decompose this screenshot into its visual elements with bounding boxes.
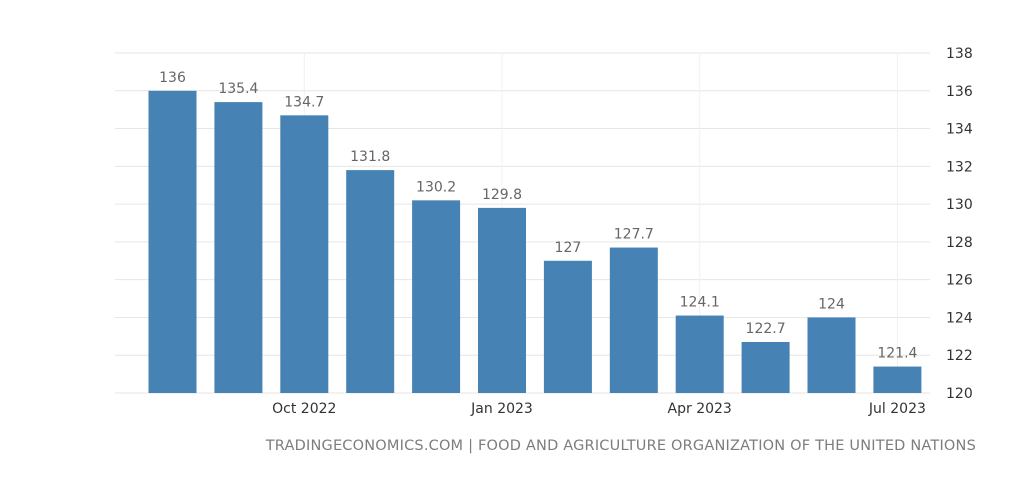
- bar-series: [148, 90, 922, 394]
- y-tick-label: 126: [946, 273, 973, 289]
- source-attribution: TRADINGECONOMICS.COM | FOOD AND AGRICULT…: [265, 438, 976, 454]
- bar: [478, 207, 526, 393]
- bar: [148, 90, 197, 394]
- bar: [675, 315, 724, 393]
- y-axis: 120 122 124 126 128 130 132 134 136 138: [946, 46, 973, 402]
- data-label: 124.1: [680, 295, 720, 311]
- data-labels: 136 135.4 134.7 131.8 130.2 129.8 127 127.7 124.…: [159, 70, 917, 362]
- data-label: 127: [555, 240, 582, 256]
- x-tick-label: Jul 2023: [868, 401, 926, 417]
- y-tick-label: 124: [946, 310, 973, 326]
- data-label: 131.8: [350, 149, 390, 165]
- x-tick-label: Apr 2023: [668, 401, 732, 417]
- bar: [807, 317, 856, 393]
- y-tick-label: 134: [946, 122, 973, 138]
- y-tick-label: 132: [946, 159, 973, 175]
- y-tick-label: 120: [946, 386, 973, 402]
- data-label: 136: [159, 70, 186, 86]
- data-label: 130.2: [416, 179, 456, 195]
- data-label: 124: [818, 296, 845, 312]
- x-tick-label: Jan 2023: [470, 401, 533, 417]
- y-tick-label: 130: [946, 197, 973, 213]
- y-tick-label: 122: [946, 348, 973, 364]
- x-axis: Oct 2022 Jan 2023 Apr 2023 Jul 2023: [272, 401, 926, 417]
- data-label: 135.4: [218, 81, 258, 97]
- x-tick-label: Oct 2022: [272, 401, 336, 417]
- bar: [412, 200, 461, 393]
- data-label: 129.8: [482, 187, 522, 203]
- data-label: 121.4: [877, 346, 917, 362]
- bar: [543, 260, 592, 393]
- data-label: 122.7: [746, 321, 786, 337]
- y-tick-label: 138: [946, 46, 973, 62]
- bar: [214, 102, 263, 393]
- bar: [741, 342, 790, 393]
- y-tick-label: 128: [946, 235, 973, 251]
- bar: [609, 247, 658, 393]
- bar: [346, 170, 395, 393]
- bar: [280, 115, 329, 393]
- data-label: 127.7: [614, 227, 654, 243]
- bar: [873, 366, 922, 393]
- y-tick-label: 136: [946, 84, 973, 100]
- data-label: 134.7: [284, 94, 324, 110]
